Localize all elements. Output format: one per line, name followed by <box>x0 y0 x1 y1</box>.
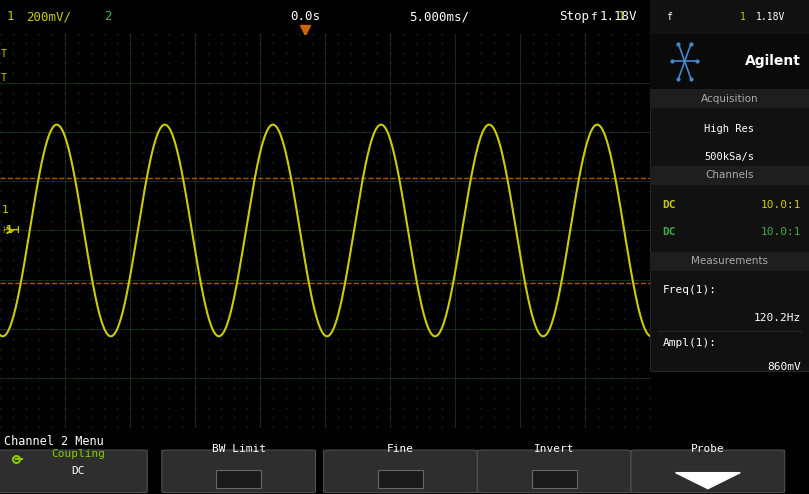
Text: 1.18V: 1.18V <box>756 12 785 22</box>
FancyBboxPatch shape <box>216 470 261 488</box>
Text: 1: 1 <box>6 10 14 23</box>
Text: Invert: Invert <box>534 444 574 453</box>
FancyBboxPatch shape <box>650 251 809 271</box>
Text: BW Limit: BW Limit <box>212 444 265 453</box>
FancyBboxPatch shape <box>532 470 577 488</box>
Text: Probe: Probe <box>691 444 725 453</box>
Text: 2: 2 <box>104 10 112 23</box>
Text: 5.000ms/: 5.000ms/ <box>409 10 469 23</box>
Text: DC: DC <box>663 227 676 237</box>
Text: High Res: High Res <box>705 124 754 133</box>
Text: ⊢: ⊢ <box>2 225 11 236</box>
Text: Channels: Channels <box>705 170 753 180</box>
Text: 1⊣: 1⊣ <box>6 225 20 236</box>
Text: Channel 2 Menu: Channel 2 Menu <box>4 435 104 449</box>
Text: 1: 1 <box>2 205 9 215</box>
FancyBboxPatch shape <box>650 34 809 89</box>
Text: f: f <box>666 12 671 22</box>
Text: Fine: Fine <box>387 444 414 453</box>
Text: 200mV/: 200mV/ <box>26 10 71 23</box>
FancyBboxPatch shape <box>650 89 809 166</box>
FancyBboxPatch shape <box>477 450 631 493</box>
FancyBboxPatch shape <box>650 89 809 108</box>
Text: 860mV: 860mV <box>767 362 801 372</box>
Text: Freq(1):: Freq(1): <box>663 285 717 295</box>
Text: 0.0s: 0.0s <box>290 10 320 23</box>
Text: Agilent: Agilent <box>745 54 801 68</box>
Text: 10.0:1: 10.0:1 <box>760 227 801 237</box>
Text: Coupling: Coupling <box>52 449 105 459</box>
FancyBboxPatch shape <box>650 0 809 34</box>
Text: 1: 1 <box>739 12 745 22</box>
Text: Ampl(1):: Ampl(1): <box>663 338 717 348</box>
FancyBboxPatch shape <box>324 450 477 493</box>
Text: Stop: Stop <box>559 10 589 23</box>
Text: T: T <box>1 73 7 83</box>
Text: 500kSa/s: 500kSa/s <box>705 153 754 163</box>
Text: Acquisition: Acquisition <box>701 93 758 104</box>
FancyBboxPatch shape <box>378 470 423 488</box>
FancyBboxPatch shape <box>650 251 809 371</box>
Text: 1.18V: 1.18V <box>599 10 637 23</box>
Text: 10.0:1: 10.0:1 <box>760 200 801 209</box>
Text: T: T <box>1 49 7 59</box>
FancyBboxPatch shape <box>631 450 785 493</box>
Text: DC: DC <box>72 466 85 476</box>
Text: Measurements: Measurements <box>691 256 768 266</box>
Polygon shape <box>676 473 740 489</box>
Text: DC: DC <box>663 200 676 209</box>
Text: 120.2Hz: 120.2Hz <box>754 313 801 323</box>
FancyBboxPatch shape <box>650 166 809 185</box>
FancyBboxPatch shape <box>162 450 316 493</box>
FancyBboxPatch shape <box>0 450 147 493</box>
Text: f: f <box>591 12 598 22</box>
FancyBboxPatch shape <box>650 166 809 251</box>
Text: 1: 1 <box>617 10 625 23</box>
